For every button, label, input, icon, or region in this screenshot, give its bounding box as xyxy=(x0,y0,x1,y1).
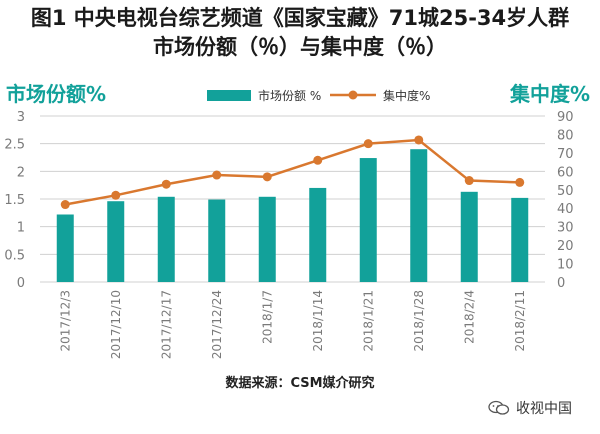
right-tick-label: 60 xyxy=(557,165,574,180)
line-point xyxy=(414,135,424,145)
x-tick-label: 2018/2/11 xyxy=(513,290,527,352)
line-path xyxy=(65,138,520,206)
right-tick-label: 30 xyxy=(557,221,574,236)
bar xyxy=(410,149,428,282)
x-tick-label: 2017/12/24 xyxy=(210,290,224,359)
title-line-2: 市场份额（％）与集中度（％） xyxy=(153,35,447,59)
line-series xyxy=(60,135,525,210)
x-tick-label: 2018/1/28 xyxy=(412,290,426,352)
right-axis-ticks: 0 10 20 30 40 50 60 70 80 90 xyxy=(557,110,574,291)
right-tick-label: 80 xyxy=(557,128,574,143)
right-axis-title: 集中度% xyxy=(510,82,591,106)
combo-chart: 0 0.5 1 1.5 2 2.5 3 0 10 20 30 40 50 60 70 80 90 2017/1… xyxy=(4,88,574,359)
left-axis-ticks: 0 0.5 1 1.5 2 2.5 3 xyxy=(4,110,25,291)
bar-series xyxy=(56,149,529,282)
x-tick-label: 2018/1/7 xyxy=(260,290,274,344)
wechat-icon xyxy=(488,400,510,415)
right-tick-label: 90 xyxy=(557,110,574,125)
line-point xyxy=(313,155,323,165)
bar xyxy=(460,191,478,282)
left-tick-label: 2.5 xyxy=(4,138,25,153)
watermark-text: 收视中国 xyxy=(516,401,572,417)
bar xyxy=(309,187,327,282)
x-tick-label: 2017/12/10 xyxy=(109,290,123,359)
bar xyxy=(107,201,125,282)
right-tick-label: 0 xyxy=(557,276,565,291)
legend-line-label: 集中度% xyxy=(383,88,430,103)
line-point xyxy=(515,177,525,187)
chart-title: 图1 中央电视台综艺频道《国家宝藏》71城25-34岁人群 市场份额（％）与集中… xyxy=(0,4,600,62)
data-source: 数据来源：CSM媒介研究 xyxy=(225,376,375,391)
bar xyxy=(511,197,529,282)
line-point xyxy=(161,179,171,189)
bar xyxy=(208,199,226,282)
line-point xyxy=(464,176,474,186)
x-tick-label: 2018/1/21 xyxy=(361,290,375,352)
left-tick-label: 3 xyxy=(17,110,25,125)
left-tick-label: 0 xyxy=(17,276,25,291)
line-point xyxy=(363,139,373,149)
left-tick-label: 2 xyxy=(17,165,25,180)
line-point xyxy=(262,172,272,182)
legend-bar-label: 市场份额 % xyxy=(258,88,321,103)
right-tick-label: 20 xyxy=(557,239,574,254)
bar xyxy=(258,196,276,282)
x-tick-label: 2018/2/4 xyxy=(462,290,476,344)
x-tick-label: 2018/1/14 xyxy=(311,290,325,352)
bar xyxy=(56,214,74,282)
right-tick-label: 10 xyxy=(557,258,574,273)
left-tick-label: 0.5 xyxy=(4,248,25,263)
x-tick-label: 2017/12/17 xyxy=(159,290,173,359)
legend: 市场份额 % 集中度% xyxy=(207,88,430,103)
bar xyxy=(157,196,175,282)
left-axis-title: 市场份额% xyxy=(6,82,107,106)
line-point xyxy=(212,170,222,180)
x-axis-ticks: 2017/12/3 2017/12/10 2017/12/17 2017/12/24 2… xyxy=(58,290,527,359)
bar xyxy=(359,158,377,282)
left-tick-label: 1.5 xyxy=(4,193,25,208)
right-tick-label: 70 xyxy=(557,147,574,162)
legend-line-marker xyxy=(348,90,358,100)
watermark: 收视中国 xyxy=(488,398,572,418)
right-tick-label: 40 xyxy=(557,202,574,217)
line-point xyxy=(111,190,121,200)
x-tick-label: 2017/12/3 xyxy=(58,290,72,352)
line-point xyxy=(60,200,70,210)
right-tick-label: 50 xyxy=(557,184,574,199)
left-tick-label: 1 xyxy=(17,221,25,236)
title-line-1: 图1 中央电视台综艺频道《国家宝藏》71城25-34岁人群 xyxy=(30,6,570,30)
legend-bar-swatch xyxy=(207,90,251,101)
